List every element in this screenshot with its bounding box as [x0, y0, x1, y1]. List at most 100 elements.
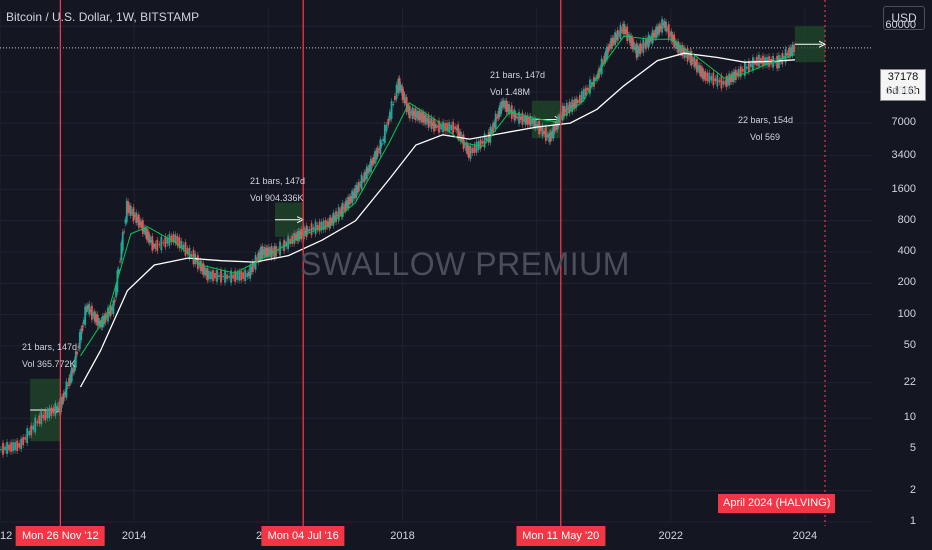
- candle-body: [631, 38, 634, 49]
- candle-body: [172, 234, 175, 243]
- candle-body: [111, 307, 113, 312]
- candle-body: [264, 246, 266, 258]
- candle-body: [78, 332, 81, 349]
- candle-body: [301, 231, 304, 236]
- candle-body: [81, 325, 84, 331]
- candle-body: [452, 121, 455, 134]
- candle-body: [758, 54, 760, 67]
- currency-button[interactable]: USD: [883, 6, 925, 30]
- candle-body: [42, 414, 45, 419]
- candle-body: [603, 55, 606, 64]
- candle-body: [251, 262, 254, 272]
- candle-body: [697, 65, 700, 70]
- candle-body: [70, 367, 73, 382]
- candle-body: [444, 122, 446, 132]
- candle-body: [479, 139, 482, 149]
- candle-body: [791, 44, 794, 56]
- candle-body: [419, 112, 422, 120]
- candle-body: [30, 425, 33, 436]
- candle-body: [371, 160, 374, 166]
- candle-body: [374, 151, 376, 164]
- candle-body: [4, 446, 6, 451]
- measure-bars-label: 21 bars, 147d: [490, 70, 546, 80]
- candle-body: [90, 305, 93, 320]
- candle-body: [674, 40, 677, 46]
- candle-body: [469, 145, 472, 159]
- candle-body: [634, 46, 637, 50]
- candle-body: [316, 225, 319, 230]
- candle-body: [440, 124, 442, 130]
- candle-body: [335, 211, 337, 223]
- candle-body: [72, 368, 75, 373]
- candle-body: [416, 110, 419, 120]
- candle-body: [412, 111, 415, 116]
- candle-body: [665, 22, 667, 32]
- candle-body: [76, 352, 79, 355]
- candle-body: [504, 101, 506, 109]
- interval[interactable]: 1W: [116, 10, 134, 24]
- candle-body: [300, 229, 303, 240]
- candle-body: [198, 263, 201, 265]
- candle-body: [242, 272, 245, 279]
- candle-body: [367, 168, 370, 174]
- candle-body: [726, 78, 729, 84]
- candle-body: [692, 59, 694, 62]
- candle-body: [686, 48, 689, 62]
- candle-body: [647, 34, 650, 48]
- candle-body: [357, 181, 360, 192]
- candle-body: [423, 114, 426, 123]
- candle-body: [752, 57, 754, 71]
- candle-body: [508, 104, 511, 115]
- candle-body: [258, 251, 261, 260]
- candle-body: [687, 55, 690, 57]
- candle-body: [160, 236, 163, 251]
- candle-body: [568, 101, 571, 114]
- candle-body: [578, 95, 581, 103]
- candle-body: [305, 225, 308, 238]
- candle-body: [682, 47, 685, 56]
- candle-body: [121, 232, 124, 251]
- candle-body: [612, 37, 615, 44]
- candle-body: [363, 172, 366, 183]
- candle-body: [261, 246, 264, 258]
- candle-body: [645, 38, 647, 50]
- candle-body: [2, 442, 4, 455]
- candle-body: [498, 105, 501, 117]
- measure-bars-label: 22 bars, 154d: [738, 115, 794, 125]
- candle-body: [320, 221, 323, 231]
- candle-body: [289, 238, 292, 244]
- candle-body: [56, 405, 59, 411]
- candle-body: [14, 442, 16, 451]
- candle-body: [353, 188, 356, 199]
- candle-body: [501, 101, 504, 108]
- candle-body: [658, 24, 661, 34]
- candle-body: [352, 191, 355, 199]
- candle-body: [0, 449, 2, 451]
- candle-body: [343, 207, 346, 209]
- candle-body: [32, 425, 35, 430]
- symbol-name[interactable]: Bitcoin / U.S. Dollar: [6, 10, 110, 24]
- candle-body: [108, 311, 111, 315]
- measure-volume-label: Vol 365.772K: [22, 359, 76, 369]
- candle-body: [538, 120, 541, 135]
- candle-body: [18, 443, 21, 448]
- candle-body: [670, 31, 673, 42]
- candle-body: [359, 184, 362, 186]
- candle-body: [96, 314, 99, 326]
- candle-body: [736, 72, 739, 76]
- candle-body: [610, 38, 612, 50]
- candle-body: [379, 139, 382, 155]
- candle-body: [99, 321, 101, 327]
- candle-body: [184, 242, 187, 256]
- candle-body: [147, 231, 150, 242]
- candle-body: [446, 122, 448, 132]
- candle-body: [789, 47, 792, 56]
- candle-body: [331, 218, 333, 223]
- candle-body: [698, 65, 701, 74]
- candle-body: [236, 272, 239, 280]
- candle-body: [632, 41, 635, 50]
- candle-body: [459, 131, 462, 142]
- candle-body: [641, 46, 643, 49]
- exchange: BITSTAMP: [140, 10, 200, 24]
